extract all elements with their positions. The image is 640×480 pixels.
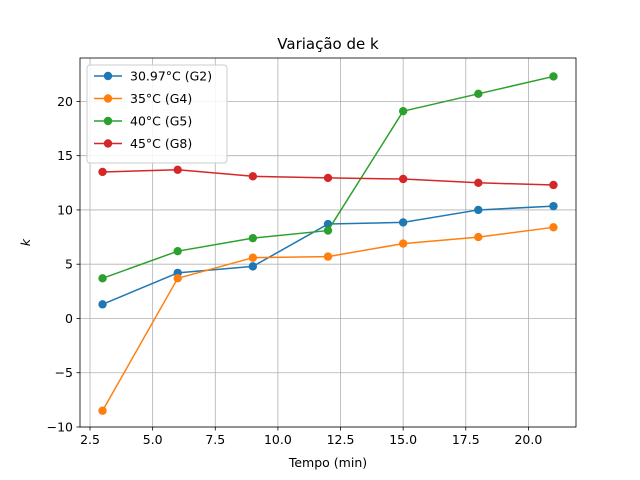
data-point [398, 218, 408, 227]
data-point [398, 174, 408, 184]
data-point [549, 223, 558, 232]
x-tick-label: 20.0 [514, 432, 542, 447]
chart-title: Variação de k [277, 35, 379, 53]
series-layer [98, 72, 558, 415]
legend-swatch-marker [103, 71, 113, 81]
data-point [98, 406, 107, 415]
legend-box [86, 64, 228, 164]
y-tick-label: −10 [47, 420, 73, 435]
legend-label: 45°C (G8) [130, 136, 192, 151]
data-point [98, 300, 107, 309]
legend-item: 30.97°C (G2) [94, 69, 212, 84]
x-tick-label: 10.0 [264, 432, 292, 447]
x-tick-label: 12.5 [327, 432, 355, 447]
data-point [173, 165, 182, 174]
series-4 [98, 165, 558, 190]
data-point [248, 172, 258, 181]
y-tick-label: 10 [57, 202, 73, 217]
y-tick-label: −5 [55, 365, 73, 380]
x-tick-label: 5.0 [143, 432, 163, 447]
x-tick-label: 7.5 [205, 432, 225, 447]
data-point [98, 167, 107, 177]
legend-swatch-marker [103, 139, 113, 148]
x-axis-title: Tempo (min) [288, 455, 367, 470]
data-point [248, 262, 258, 271]
data-point [474, 89, 483, 99]
data-point [474, 178, 483, 188]
x-tick-label: 15.0 [389, 432, 417, 447]
data-point [474, 232, 483, 242]
legend-item: 45°C (G8) [94, 136, 192, 151]
y-tick-label: 5 [65, 257, 73, 272]
x-tick-label: 2.5 [80, 432, 100, 447]
data-point [549, 201, 558, 211]
data-point [398, 239, 408, 248]
data-point [549, 72, 558, 81]
data-point [98, 274, 107, 283]
data-point [248, 253, 258, 262]
data-point [248, 233, 258, 243]
y-tick-label: 0 [65, 311, 73, 326]
legend: 30.97°C (G2) 35°C (G4) 40°C (G5) 45°C (G8) [86, 64, 228, 164]
data-point [323, 252, 333, 261]
plot-frame [79, 57, 577, 428]
data-point [173, 246, 182, 256]
legend-label: 35°C (G4) [130, 91, 192, 106]
data-point [323, 226, 333, 235]
series-2 [98, 223, 558, 415]
legend-label: 40°C (G5) [130, 114, 192, 129]
data-point [549, 180, 558, 190]
legend-item: 35°C (G4) [94, 91, 192, 106]
y-tick-label: 15 [57, 148, 73, 163]
legend-swatch-marker [103, 94, 113, 103]
x-tick-label: 17.5 [452, 432, 480, 447]
axes: 2.5 5.0 7.5 10.0 12.5 15.0 17.5 20.0 −10 −5 0 5 10 15… [47, 94, 543, 447]
y-axis-title: k [18, 238, 33, 246]
data-point [398, 106, 408, 116]
legend-swatch-marker [103, 116, 113, 126]
data-point [323, 173, 333, 183]
legend-item: 40°C (G5) [94, 114, 192, 129]
legend-label: 30.97°C (G2) [130, 69, 212, 84]
y-tick-label: 20 [57, 94, 73, 109]
data-point [173, 274, 182, 283]
series-3 [98, 72, 558, 283]
data-point [474, 205, 483, 215]
